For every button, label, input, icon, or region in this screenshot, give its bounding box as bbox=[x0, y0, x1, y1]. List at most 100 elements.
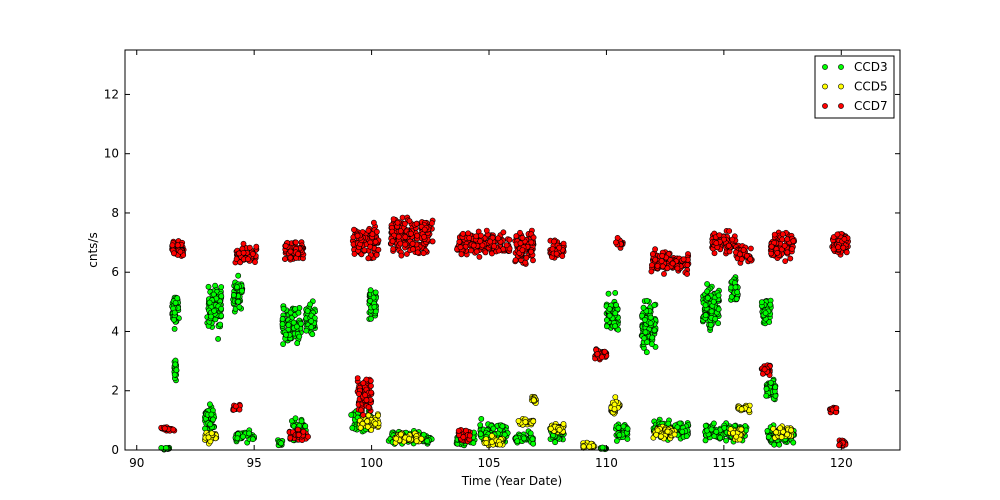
data-point bbox=[529, 436, 536, 442]
data-point bbox=[495, 235, 501, 242]
data-point bbox=[702, 302, 709, 309]
data-point bbox=[308, 324, 315, 330]
data-point bbox=[515, 418, 522, 424]
data-point bbox=[559, 253, 566, 259]
data-point bbox=[738, 426, 745, 433]
data-point bbox=[640, 304, 647, 311]
data-point bbox=[205, 283, 212, 290]
data-point bbox=[652, 256, 659, 263]
data-point bbox=[215, 335, 221, 342]
data-point bbox=[552, 439, 558, 446]
data-point bbox=[280, 341, 286, 347]
data-point bbox=[235, 272, 242, 279]
data-point bbox=[641, 335, 648, 342]
data-point bbox=[789, 246, 795, 252]
data-point bbox=[395, 233, 402, 240]
data-point bbox=[287, 254, 294, 261]
data-point bbox=[206, 401, 213, 408]
data-point bbox=[397, 240, 404, 247]
x-tick-label: 105 bbox=[478, 456, 501, 470]
data-point bbox=[612, 323, 618, 329]
data-point bbox=[408, 230, 414, 237]
data-point bbox=[354, 375, 361, 381]
data-point bbox=[721, 424, 728, 431]
data-point bbox=[234, 435, 241, 442]
data-point bbox=[477, 422, 484, 428]
data-point bbox=[771, 441, 778, 448]
data-point bbox=[236, 304, 243, 310]
data-point bbox=[503, 242, 510, 249]
data-point bbox=[774, 249, 781, 256]
data-point bbox=[456, 238, 463, 245]
data-point bbox=[730, 430, 736, 436]
data-point bbox=[349, 424, 356, 431]
data-point bbox=[762, 310, 769, 316]
data-point bbox=[208, 313, 214, 320]
data-point bbox=[414, 249, 421, 256]
data-point bbox=[765, 434, 772, 440]
data-point bbox=[841, 236, 848, 242]
data-point bbox=[734, 289, 741, 296]
data-point bbox=[768, 250, 774, 257]
data-point bbox=[713, 240, 720, 246]
data-point bbox=[647, 314, 654, 321]
data-point bbox=[468, 247, 474, 254]
data-point bbox=[455, 427, 462, 434]
legend: CCD3 CCD5 CCD7 bbox=[814, 55, 895, 119]
data-point bbox=[171, 325, 178, 332]
data-point bbox=[177, 248, 184, 255]
x-tick-label: 95 bbox=[247, 456, 262, 470]
data-point bbox=[298, 418, 305, 424]
data-point bbox=[704, 295, 711, 301]
data-point bbox=[483, 440, 490, 446]
x-tick-label: 115 bbox=[712, 456, 735, 470]
data-point bbox=[651, 302, 658, 309]
data-point bbox=[547, 425, 554, 432]
legend-label: CCD7 bbox=[854, 99, 888, 113]
data-point bbox=[514, 438, 521, 444]
data-point bbox=[370, 219, 377, 226]
data-point bbox=[771, 231, 778, 238]
data-point bbox=[218, 293, 225, 300]
data-point bbox=[302, 423, 309, 429]
data-point bbox=[605, 290, 612, 297]
data-point bbox=[246, 430, 252, 437]
data-point bbox=[429, 238, 436, 245]
data-point bbox=[615, 424, 622, 431]
data-point bbox=[170, 426, 177, 433]
legend-label: CCD5 bbox=[854, 80, 888, 94]
data-point bbox=[665, 420, 672, 427]
data-point bbox=[674, 265, 681, 272]
data-point bbox=[702, 312, 709, 319]
data-point bbox=[232, 403, 239, 410]
data-point bbox=[465, 230, 471, 237]
data-point bbox=[174, 295, 181, 302]
data-point bbox=[661, 270, 667, 277]
data-point bbox=[784, 249, 791, 256]
data-point bbox=[612, 310, 619, 317]
data-point bbox=[478, 415, 485, 422]
data-point bbox=[367, 298, 373, 304]
data-point bbox=[648, 268, 655, 275]
data-point bbox=[652, 246, 658, 253]
data-point bbox=[835, 244, 841, 251]
data-point bbox=[614, 437, 620, 444]
data-point bbox=[362, 392, 368, 398]
data-point bbox=[642, 316, 648, 323]
data-point bbox=[715, 292, 722, 299]
data-point bbox=[279, 321, 286, 327]
data-point bbox=[530, 418, 537, 425]
data-point bbox=[790, 238, 797, 244]
data-point bbox=[733, 295, 740, 302]
data-point bbox=[307, 301, 313, 308]
data-point bbox=[351, 226, 357, 233]
data-point bbox=[717, 434, 723, 441]
data-point bbox=[172, 361, 179, 368]
data-point bbox=[556, 426, 563, 433]
data-point bbox=[348, 411, 355, 418]
data-point bbox=[409, 240, 416, 247]
data-point bbox=[292, 239, 299, 246]
data-point bbox=[611, 406, 618, 412]
data-point bbox=[413, 438, 420, 444]
data-point bbox=[249, 251, 256, 257]
